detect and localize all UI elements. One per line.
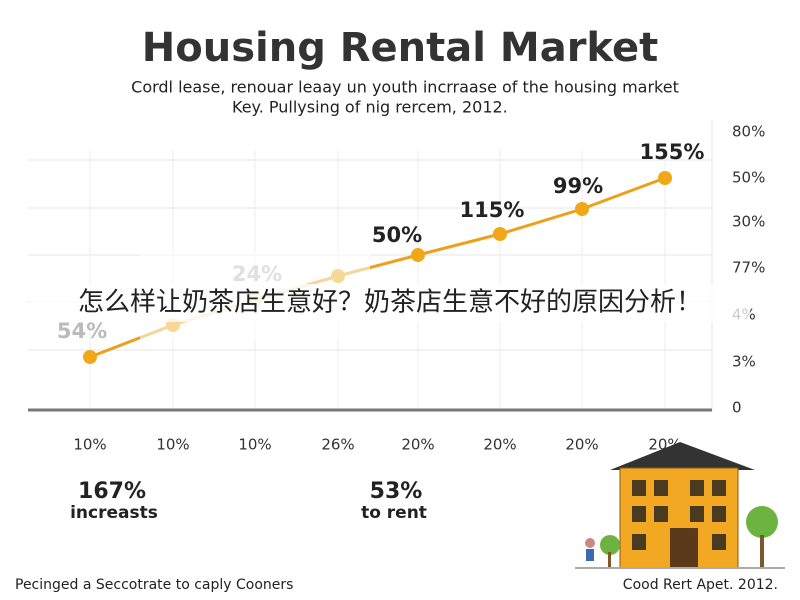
x-axis-label: 10% (73, 436, 106, 454)
subtitle: Key. Pullysing of nig rercem, 2012. (232, 98, 508, 117)
point-label: 115% (460, 198, 525, 222)
point-label: 54% (57, 319, 107, 343)
point (575, 202, 589, 216)
point-label: 155% (640, 140, 705, 164)
x-axis-label: 10% (156, 436, 189, 454)
y-axis-label: 3% (732, 353, 756, 371)
point (83, 350, 97, 364)
overlay-text: 怎么样让奶茶店生意好？奶茶店生意不好的原因分析！ (78, 288, 702, 318)
stat-value: 167% (78, 479, 146, 504)
y-axis-label: 50% (732, 169, 765, 187)
stat-label: increasts (70, 503, 158, 523)
overlay-band (30, 284, 750, 322)
footer-left: Pecinged a Seccotrate to caply Cooners (15, 577, 293, 593)
y-axis-label: 77% (732, 259, 765, 277)
x-axis-label: 26% (321, 436, 354, 454)
stat-value: 53% (370, 479, 423, 504)
stat-label: to rent (361, 503, 427, 523)
footer-right: Cood Rert Apet. 2012. (623, 577, 778, 593)
x-axis-label: 20% (565, 436, 598, 454)
point (658, 171, 672, 185)
x-axis-label: 10% (238, 436, 271, 454)
title: Housing Rental Market (142, 25, 658, 71)
point (411, 248, 425, 262)
point-label: 50% (372, 223, 422, 247)
x-axis-label: 20% (648, 436, 681, 454)
house-illustration (575, 442, 785, 569)
y-axis-label: 0 (732, 399, 742, 417)
y-axis-label: 30% (732, 213, 765, 231)
subtitle: Cordl lease, renouar leaay un youth incr… (131, 78, 679, 97)
x-axis-label: 20% (483, 436, 516, 454)
y-axis-label: 80% (732, 123, 765, 141)
x-axis-label: 20% (401, 436, 434, 454)
point (493, 227, 507, 241)
point-label: 99% (553, 174, 603, 198)
